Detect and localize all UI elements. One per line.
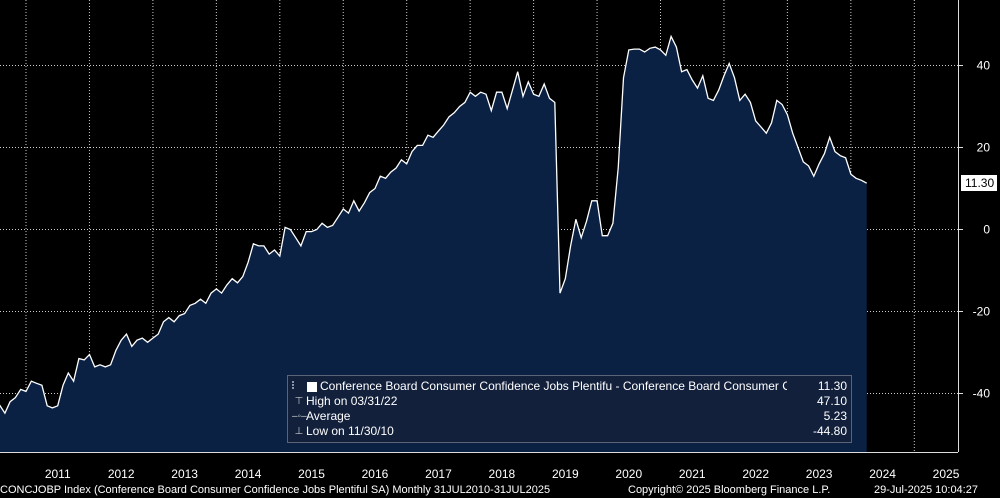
series-area	[0, 36, 867, 452]
footer-timestamp: 29-Jul-2025 10:04:27	[874, 484, 978, 496]
x-tick-label: 2019	[552, 467, 579, 481]
chart-plot: -40 -20 0 20 40 2011 2012 2013 2014 2015 2016 2017…	[0, 0, 990, 481]
footer-copyright: Copyright© 2025 Bloomberg Finance L.P.	[628, 484, 831, 496]
legend-high-row: ⊤ High on 03/31/22 47.10	[292, 394, 847, 409]
legend-series-label: Conference Board Consumer Confidence Job…	[320, 379, 787, 393]
x-tick-label: 2012	[108, 467, 135, 481]
x-tick-label: 2013	[171, 467, 198, 481]
x-tick-label: 2018	[489, 467, 516, 481]
x-tick-label: 2023	[806, 467, 833, 481]
legend-average-row: –◦– Average 5.23	[292, 409, 847, 424]
footer-index-description: CONCJOBP Index (Conference Board Consume…	[0, 484, 551, 496]
y-tick-label: 0	[983, 223, 990, 237]
x-tick-label: 2015	[298, 467, 325, 481]
y-tick-label: -20	[973, 305, 991, 319]
y-tick-label: 20	[977, 141, 991, 155]
legend-low-value: -44.80	[812, 424, 847, 438]
last-value-badge: 11.30	[961, 175, 998, 191]
x-tick-label: 2021	[679, 467, 706, 481]
x-tick-label: 2025	[933, 467, 960, 481]
legend-series-value: 11.30	[817, 379, 847, 393]
series-color-swatch	[307, 381, 317, 392]
legend-high-label: High on 03/31/22	[306, 394, 398, 408]
legend-box[interactable]: Conference Board Consumer Confidence Job…	[287, 375, 852, 443]
legend-low-label: Low on 11/30/10	[306, 424, 394, 438]
legend-average-label: Average	[306, 409, 351, 423]
average-marker-icon: –◦–	[292, 411, 307, 422]
x-tick-label: 2014	[235, 467, 262, 481]
legend-low-row: ⊥ Low on 11/30/10 -44.80	[292, 424, 847, 439]
legend-average-value: 5.23	[823, 409, 847, 423]
legend-series-row: Conference Board Consumer Confidence Job…	[292, 379, 847, 394]
legend-high-value: 47.10	[816, 394, 847, 408]
x-axis-ticks: 2011 2012 2013 2014 2015 2016 2017 2018 2019 2020…	[45, 467, 960, 481]
x-tick-label: 2011	[45, 467, 71, 481]
footer-bar: CONCJOBP Index (Conference Board Consume…	[0, 483, 1000, 498]
x-tick-label: 2020	[615, 467, 642, 481]
y-tick-label: 40	[977, 59, 991, 73]
low-marker-icon: ⊥	[294, 426, 304, 437]
y-axis-ticks: -40 -20 0 20 40	[958, 59, 990, 401]
x-tick-label: 2024	[869, 467, 896, 481]
series-line	[0, 34, 868, 415]
x-tick-label: 2016	[362, 467, 389, 481]
x-tick-label: 2017	[425, 467, 452, 481]
legend-drag-handle[interactable]	[292, 381, 298, 389]
y-tick-label: -40	[973, 387, 991, 401]
x-tick-label: 2022	[742, 467, 769, 481]
high-marker-icon: ⊤	[294, 396, 304, 407]
